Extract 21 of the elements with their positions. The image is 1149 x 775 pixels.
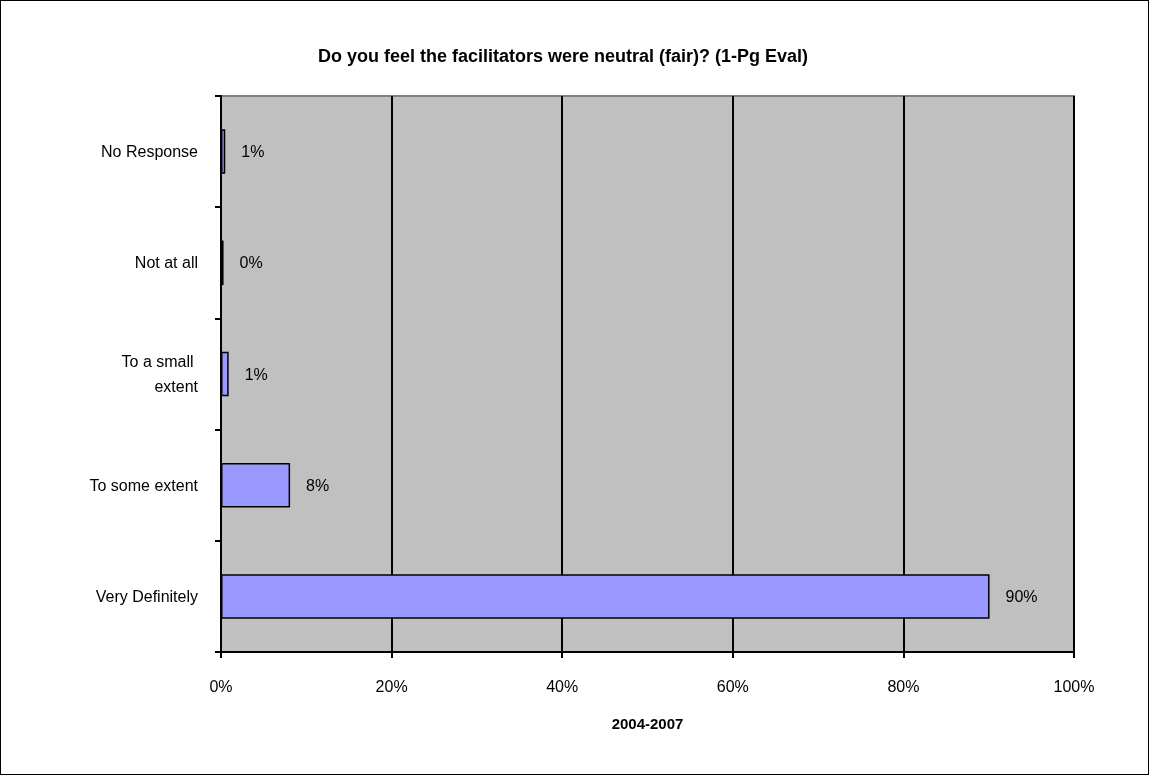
data-label: 0% <box>239 254 263 272</box>
data-label: 90% <box>1005 587 1038 605</box>
y-tick-label: Very Definitely <box>95 587 198 605</box>
chart-title: Do you feel the facilitators were neutral (fair)? (1-Pg Eval) <box>317 46 809 66</box>
x-tick-label: 40% <box>546 677 579 695</box>
x-tick-label: 20% <box>375 677 408 695</box>
y-tick-label: No Response <box>101 143 199 161</box>
x-tick-label: 0% <box>209 677 233 695</box>
x-tick-label: 100% <box>1053 677 1095 695</box>
y-tick-label: Not at all <box>134 254 198 272</box>
y-tick-label: To a small extent <box>121 353 199 395</box>
x-tick-label: 80% <box>887 677 920 695</box>
bar <box>221 462 291 508</box>
data-label: 1% <box>241 143 265 161</box>
x-tick-label: 60% <box>716 677 749 695</box>
x-axis-title: 2004-2007 <box>611 715 684 732</box>
data-label: 8% <box>306 476 330 494</box>
y-tick-label: To some extent <box>89 476 199 494</box>
bar <box>221 351 229 397</box>
data-label: 1% <box>244 365 268 383</box>
bar <box>221 129 226 174</box>
